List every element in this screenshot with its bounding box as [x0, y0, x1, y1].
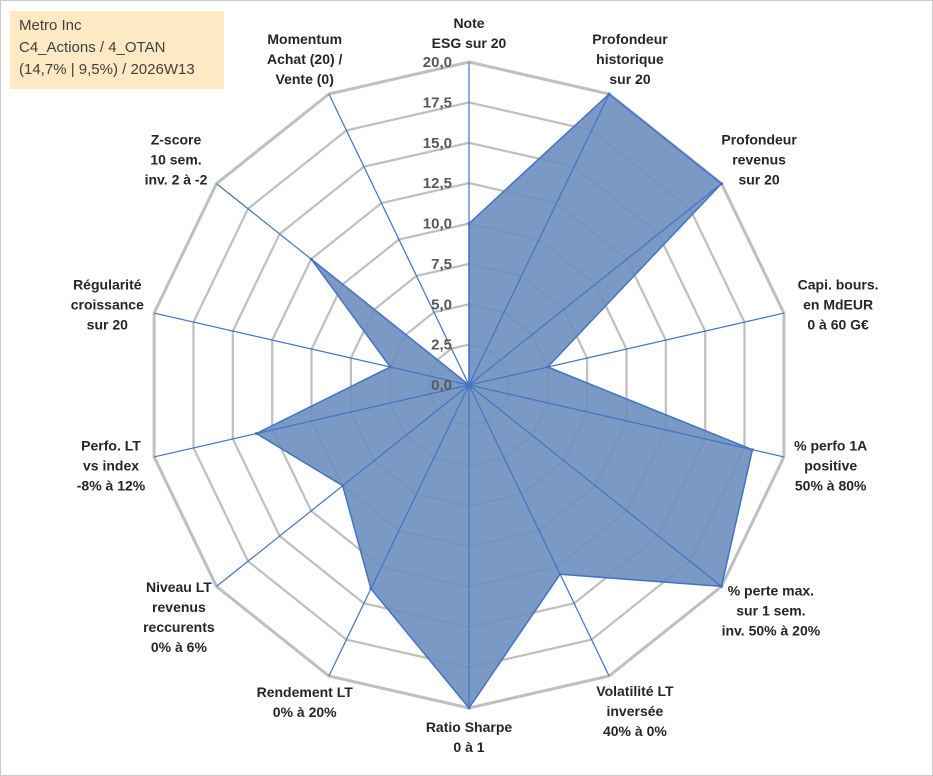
- spoke-12: [153, 312, 470, 386]
- company-name: Metro Inc: [19, 17, 82, 34]
- portfolio-category: C4_Actions / 4_OTAN: [19, 39, 166, 56]
- spoke-10: [216, 384, 470, 587]
- tick-label: 5,0: [431, 296, 452, 313]
- tick-label: 10,0: [423, 216, 452, 233]
- spoke-3: [468, 183, 722, 386]
- axis-label-1: Note ESG sur 20: [432, 15, 507, 51]
- radar-spokes: [153, 62, 785, 708]
- axis-label-14: Momentum Achat (20) / Vente (0): [267, 31, 343, 87]
- tick-label: 17,5: [423, 94, 452, 111]
- spoke-7: [468, 384, 610, 677]
- spoke-5: [468, 384, 785, 458]
- axis-label-2: Profondeur historique sur 20: [592, 31, 668, 87]
- axis-label-3: Profondeur revenus sur 20: [721, 131, 797, 187]
- axis-label-13: Z-score 10 sem. inv. 2 à -2: [145, 131, 208, 187]
- spoke-2: [468, 93, 610, 386]
- tick-label: 12,5: [423, 175, 452, 192]
- spoke-11: [153, 384, 470, 458]
- axis-label-6: % perte max. sur 1 sem. inv. 50% à 20%: [722, 583, 821, 639]
- axis-label-10: Niveau LT revenus reccurents 0% à 6%: [143, 579, 215, 655]
- series-polygon: [255, 93, 754, 709]
- performance-week: (14,7% | 9,5%) / 2026W13: [19, 61, 195, 78]
- radar-series: [254, 92, 754, 710]
- tick-label: 15,0: [423, 135, 452, 152]
- tick-label: 0,0: [431, 377, 452, 394]
- info-box: Metro Inc C4_Actions / 4_OTAN (14,7% | 9…: [10, 11, 224, 89]
- tick-label: 7,5: [431, 256, 452, 273]
- axis-label-5: % perfo 1A positive 50% à 80%: [794, 438, 867, 494]
- axis-label-12: Régularité croissance sur 20: [71, 276, 144, 332]
- tick-label: 20,0: [423, 54, 452, 71]
- axis-label-8: Ratio Sharpe 0 à 1: [426, 719, 513, 755]
- spoke-14: [328, 93, 470, 386]
- axis-label-7: Volatilité LT inversée 40% à 0%: [596, 683, 674, 739]
- radar-tick-labels: 0,0 2,5 5,0 7,5 10,0 12,5 15,0 17,5 20,0: [423, 54, 452, 394]
- tick-label: 2,5: [431, 337, 452, 354]
- axis-label-4: Capi. bours. en MdEUR 0 à 60 G€: [798, 276, 879, 332]
- spoke-9: [328, 384, 470, 677]
- axis-label-11: Perfo. LT vs index -8% à 12%: [77, 438, 146, 494]
- radar-axis-labels: Note ESG sur 20 Profondeur historique sur 20…: [71, 15, 879, 755]
- spoke-6: [468, 384, 722, 587]
- axis-label-9: Rendement LT 0% à 20%: [257, 684, 354, 720]
- spoke-4: [468, 312, 785, 386]
- spoke-13: [216, 183, 470, 386]
